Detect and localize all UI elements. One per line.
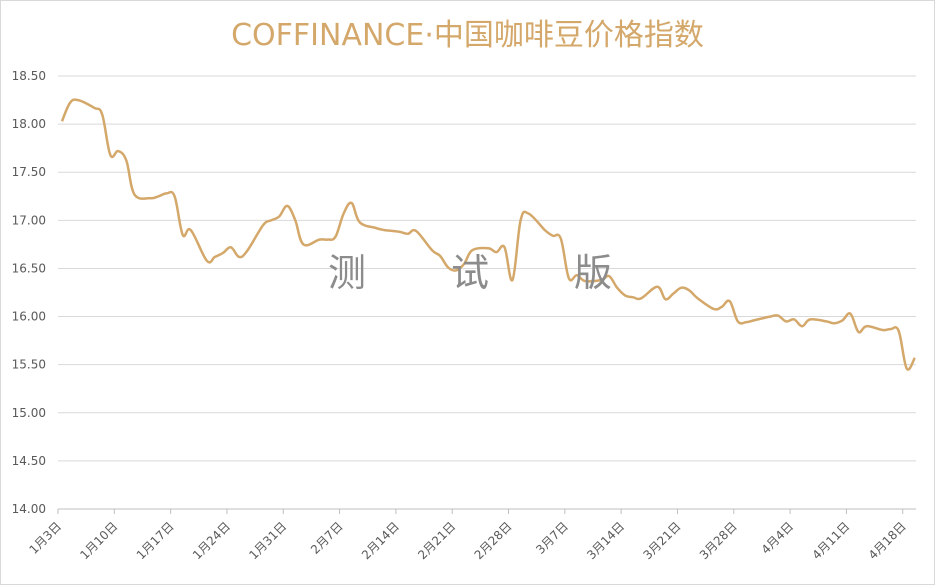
watermark-char-3: 版	[574, 251, 613, 295]
y-tick-label: 17.00	[12, 213, 46, 227]
x-tick-label: 3月14日	[584, 519, 627, 562]
y-tick-label: 16.00	[12, 310, 46, 324]
x-tick-label: 1月17日	[134, 519, 177, 562]
x-tick-label: 1月31日	[246, 519, 289, 562]
x-tick-label: 1月24日	[190, 519, 233, 562]
x-tick-label: 2月21日	[415, 519, 458, 562]
x-tick-label: 2月14日	[359, 519, 402, 562]
x-tick-label: 4月11日	[809, 519, 852, 562]
x-axis-ticks: 1月3日 1月10日 1月17日 1月24日 1月31日 2月7日 2月14日 2月21日 2月…	[26, 509, 909, 562]
watermark-char-2: 试	[451, 251, 490, 295]
x-tick-label: 2月7日	[308, 519, 346, 557]
y-tick-label: 15.50	[12, 358, 46, 372]
x-tick-label: 1月3日	[26, 519, 64, 557]
x-tick-label: 4月18日	[866, 519, 909, 562]
chart-title: COFFINANCE·中国咖啡豆价格指数	[231, 18, 704, 53]
y-tick-label: 15.00	[12, 406, 46, 420]
y-tick-label: 17.50	[12, 165, 46, 179]
x-tick-label: 4月4日	[759, 519, 797, 557]
price-index-line	[60, 98, 916, 371]
y-tick-label: 16.50	[12, 261, 46, 275]
y-tick-label: 14.50	[12, 454, 46, 468]
x-tick-label: 3月7日	[533, 519, 571, 557]
x-tick-label: 2月28日	[472, 519, 515, 562]
watermark-char-1: 测	[328, 251, 367, 295]
y-tick-label: 18.50	[12, 69, 46, 83]
x-tick-label: 3月28日	[697, 519, 740, 562]
x-tick-label: 3月21日	[641, 519, 684, 562]
y-tick-label: 18.00	[12, 117, 46, 131]
y-axis-ticks: 14.00 14.50 15.00 15.50 16.00 16.50 17.00 17.50…	[12, 69, 46, 516]
y-tick-label: 14.00	[12, 502, 46, 516]
x-tick-label: 1月10日	[77, 519, 120, 562]
